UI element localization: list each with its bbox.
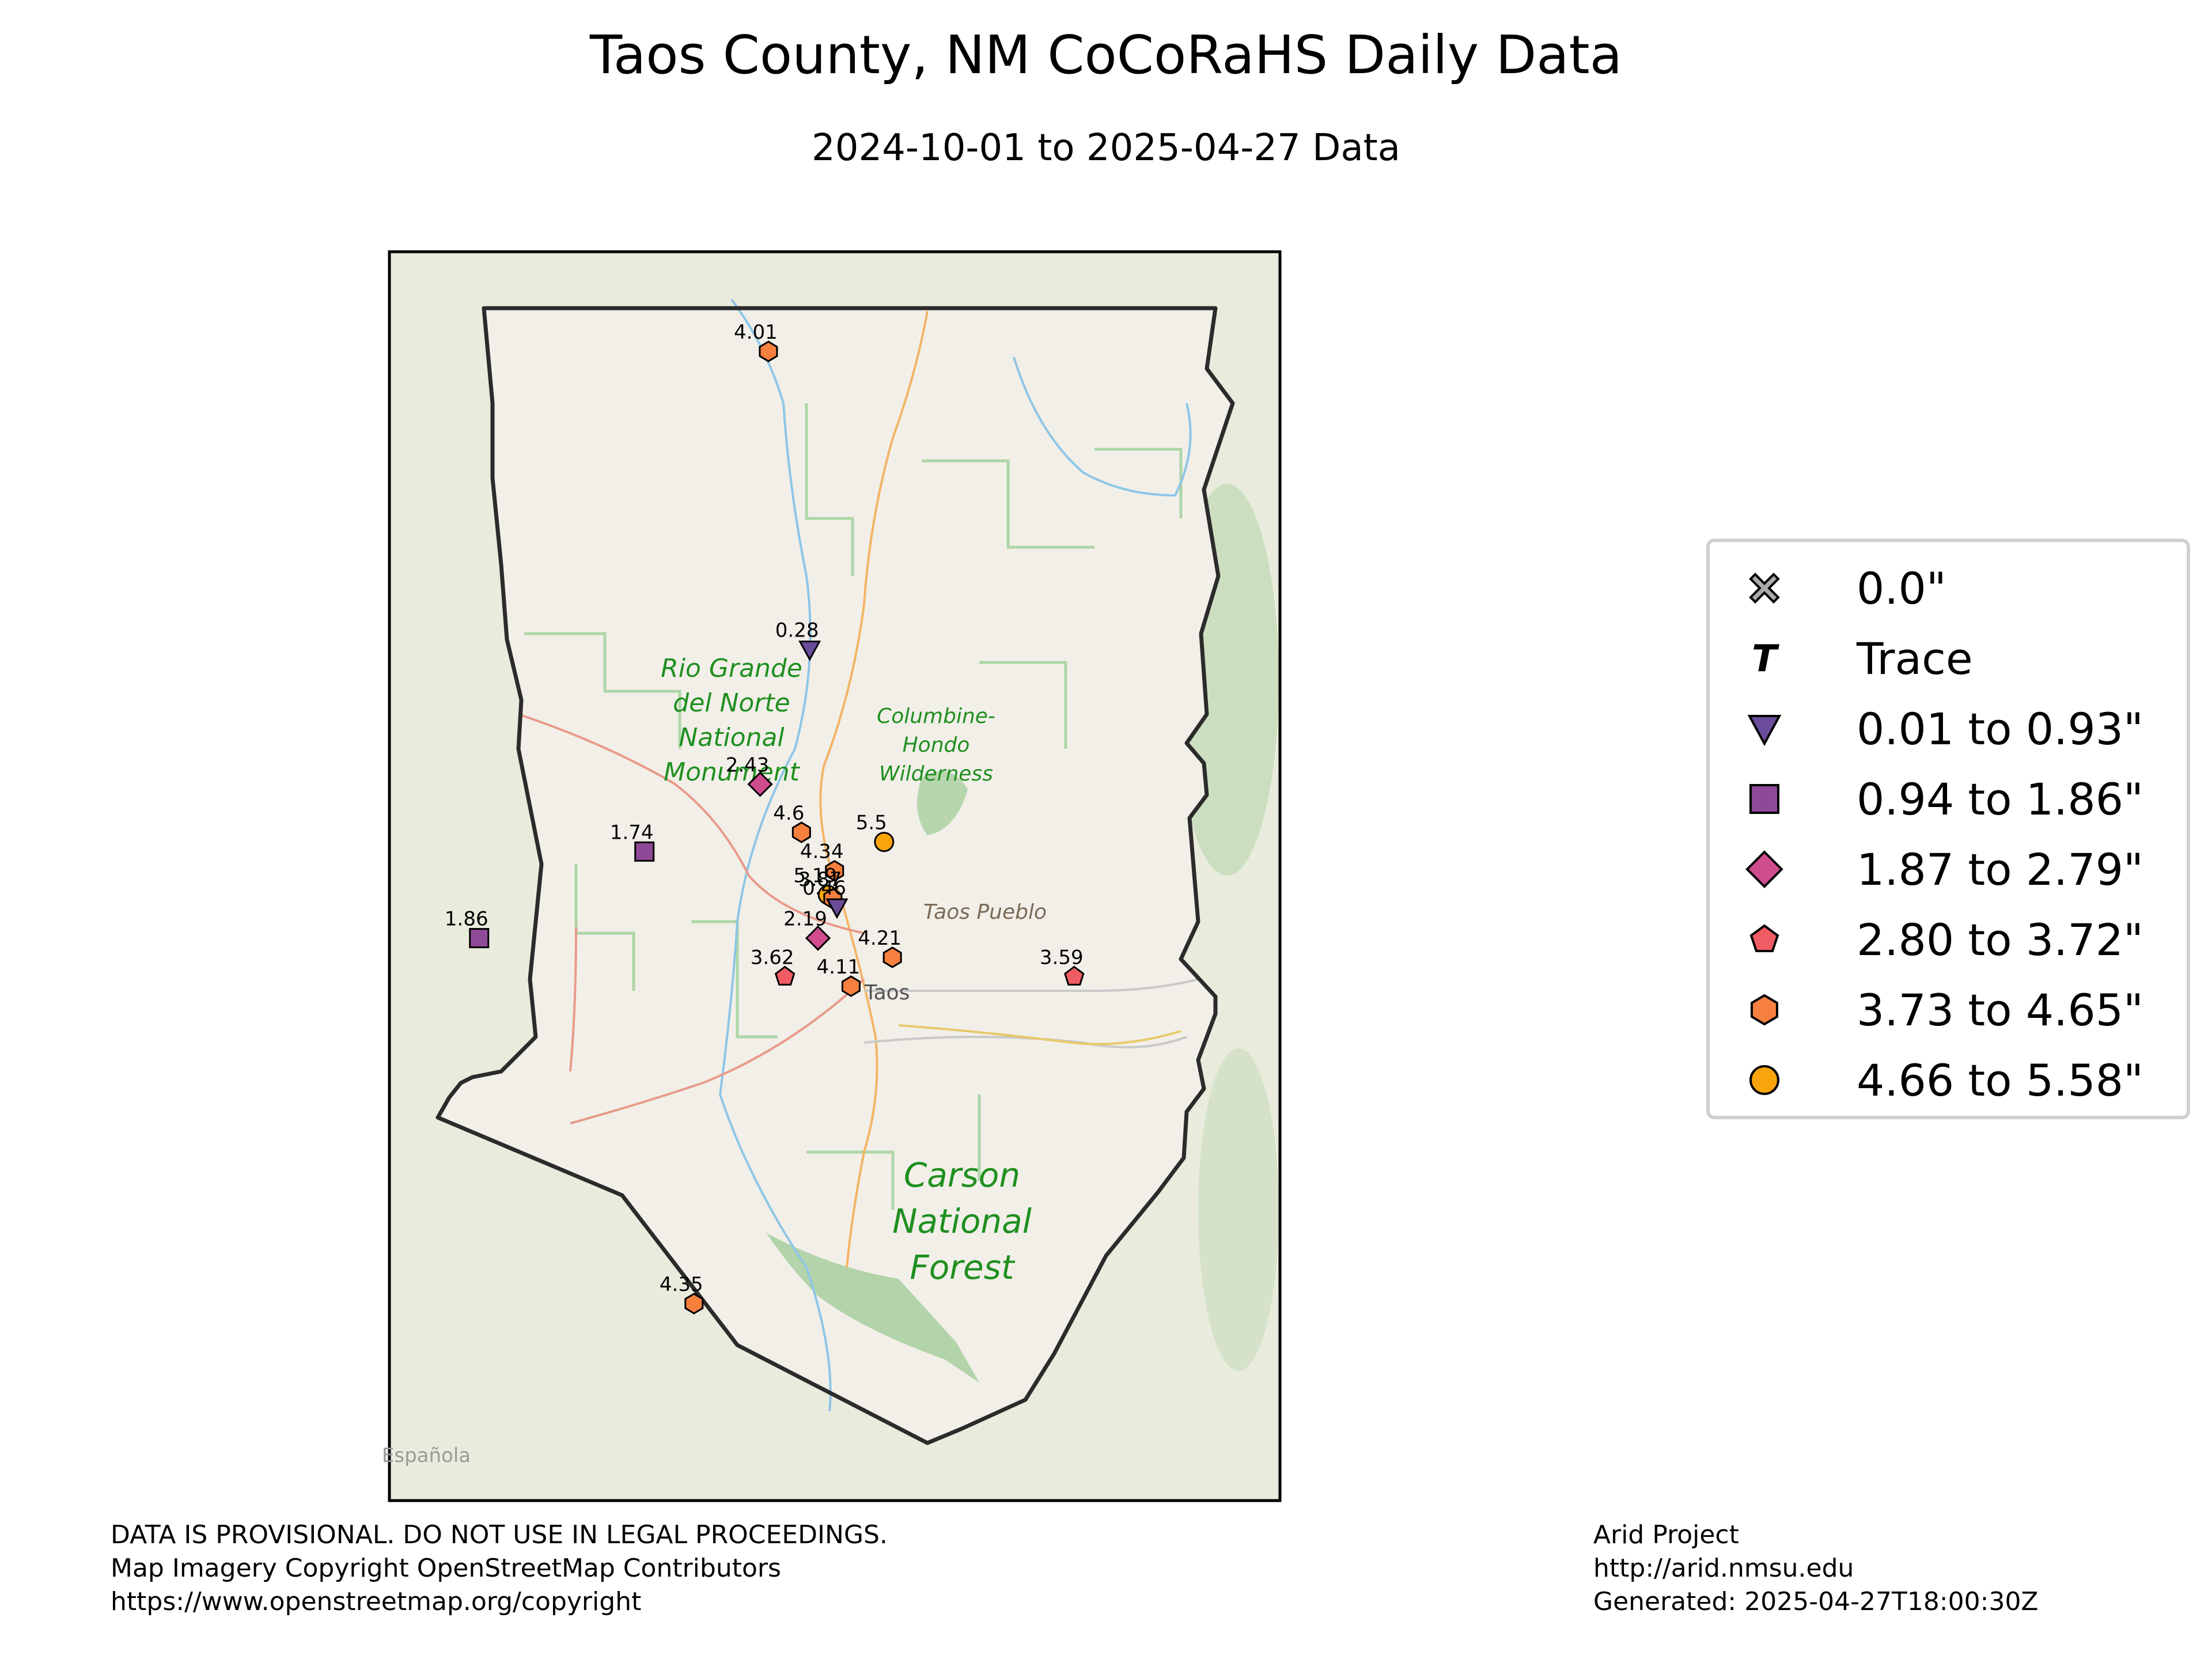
label-carson: Carson <box>904 1156 1020 1195</box>
station-value-label: 4.21 <box>858 927 902 950</box>
label-hondo: Hondo <box>903 733 970 757</box>
footer-line: Arid Project <box>1593 1520 1739 1550</box>
station-value-label: 0.28 <box>775 619 819 642</box>
station-value-label: 2.19 <box>783 908 827 931</box>
footer-line: https://www.openstreetmap.org/copyright <box>111 1587 642 1616</box>
label-taos-pueblo: Taos Pueblo <box>923 900 1047 924</box>
station-value-label: 4.01 <box>734 321 778 344</box>
legend-item: 3.73 to 4.65" <box>1710 974 2187 1044</box>
river <box>1013 357 1192 497</box>
station-value-label: 4.35 <box>660 1273 703 1296</box>
boundary-lines <box>524 403 1183 1210</box>
station-marker <box>841 975 861 997</box>
station-markers: 4.01 0.28 2.43 4.6 5.5 1.74 4.345.193.870.46 1.… <box>445 321 1085 1315</box>
legend-label: 4.66 to 5.58" <box>1857 1055 2144 1106</box>
legend-label: 0.94 to 1.86" <box>1857 774 2144 825</box>
chart-title: Taos County, NM CoCoRaHS Daily Data <box>589 24 1623 86</box>
footer-line: Generated: 2025-04-27T18:00:30Z <box>1593 1587 2039 1616</box>
legend-label: 2.80 to 3.72" <box>1857 914 2144 965</box>
legend-item: 2.80 to 3.72" <box>1710 904 2187 974</box>
station-marker <box>634 841 655 862</box>
label-rio-grande: Rio Grande <box>661 654 802 683</box>
station-marker <box>684 1293 704 1315</box>
footer-line: http://arid.nmsu.edu <box>1593 1554 1854 1583</box>
pentagon-icon <box>1749 924 1779 952</box>
station-value-label: 3.62 <box>751 946 794 969</box>
station-value-label: 3.87 <box>798 868 842 891</box>
label-wilderness: Wilderness <box>879 762 993 786</box>
station-value-label: 0.46 <box>802 877 846 900</box>
road <box>819 310 929 1268</box>
legend-item: 0.94 to 1.86" <box>1710 763 2187 834</box>
legend-item: 0.01 to 0.93" <box>1710 693 2187 763</box>
legend-label: 3.73 to 4.65" <box>1857 984 2144 1036</box>
legend-item: 0.0" <box>1710 552 2187 623</box>
legend: 0.0" T Trace 0.01 to 0.93" 0.94 to 1.86"… <box>1706 539 2190 1119</box>
diamond-icon <box>1745 850 1783 888</box>
county-boundary <box>435 306 1235 1445</box>
label-national-2: National <box>892 1202 1032 1241</box>
station-value-label: 1.74 <box>610 821 654 844</box>
triangle-down-icon <box>1747 715 1782 747</box>
svg-text:T: T <box>1752 638 1779 680</box>
station-marker <box>882 946 902 968</box>
station-marker <box>791 821 811 843</box>
station-marker <box>774 965 796 986</box>
label-taos: Taos <box>864 981 910 1005</box>
station-value-label: 3.59 <box>1040 946 1084 969</box>
station-value-label: 5.19 <box>793 864 837 887</box>
label-national-1: National <box>679 723 785 752</box>
legend-item: 1.87 to 2.79" <box>1710 834 2187 904</box>
station-marker <box>805 925 831 951</box>
label-monument: Monument <box>664 757 800 787</box>
river <box>718 298 832 1412</box>
square-icon <box>1749 784 1779 814</box>
road <box>898 1024 1181 1046</box>
t-icon: T <box>1752 638 1779 680</box>
station-marker <box>747 771 773 797</box>
label-del-norte: del Norte <box>673 688 790 718</box>
circle-icon <box>1749 1065 1779 1095</box>
footer-line: DATA IS PROVISIONAL. DO NOT USE IN LEGAL… <box>111 1520 888 1550</box>
road <box>518 713 865 1124</box>
station-value-label: 4.34 <box>800 840 844 863</box>
green-area <box>917 771 968 835</box>
station-value-label: 4.11 <box>817 956 861 979</box>
label-columbine: Columbine- <box>877 704 995 728</box>
legend-label: 0.01 to 0.93" <box>1857 703 2144 755</box>
chart-subtitle: 2024-10-01 to 2025-04-27 Data <box>812 127 1400 169</box>
station-marker <box>874 832 895 853</box>
legend-label: 1.87 to 2.79" <box>1857 844 2144 895</box>
x-icon <box>1749 573 1780 604</box>
hexagon-icon <box>1751 994 1778 1026</box>
terrain-shading <box>1198 1048 1279 1371</box>
station-marker <box>1064 965 1085 986</box>
legend-item: T Trace <box>1710 623 2187 693</box>
label-forest: Forest <box>910 1248 1016 1287</box>
station-value-label: 2.43 <box>726 753 770 777</box>
legend-label: Trace <box>1857 633 1973 684</box>
national-forest-area <box>766 1233 979 1382</box>
station-marker <box>825 898 849 919</box>
station-marker <box>798 641 821 661</box>
station-value-label: 1.86 <box>445 908 488 931</box>
label-espanola: Española <box>382 1444 471 1467</box>
station-marker <box>825 859 844 882</box>
footer-credits: Arid Project http://arid.nmsu.edu Genera… <box>1593 1518 2039 1619</box>
footer-disclaimer: DATA IS PROVISIONAL. DO NOT USE IN LEGAL… <box>111 1518 888 1619</box>
footer-line: Map Imagery Copyright OpenStreetMap Cont… <box>111 1554 781 1583</box>
legend-label: 0.0" <box>1857 563 1946 614</box>
station-value-label: 4.6 <box>773 802 804 825</box>
legend-item: 4.66 to 5.58" <box>1710 1044 2187 1115</box>
station-marker <box>759 340 778 362</box>
map-frame <box>388 250 1282 1502</box>
map-place-labels: Rio Grande del Norte National Monument C… <box>382 654 1047 1467</box>
station-marker <box>469 928 490 949</box>
station-value-label: 5.5 <box>856 812 887 835</box>
